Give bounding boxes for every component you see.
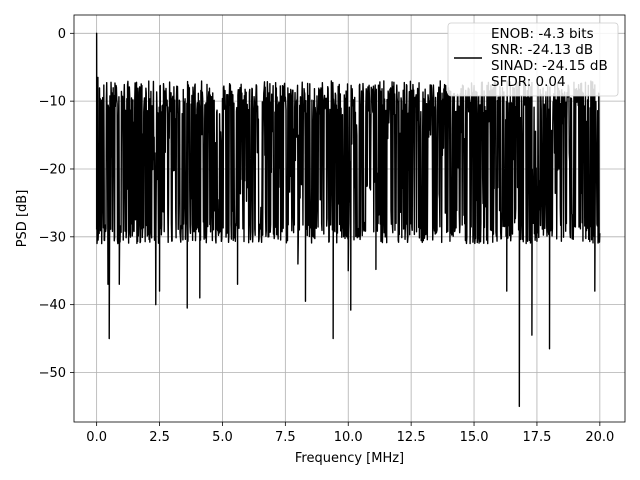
series-layer (95, 32, 601, 408)
x-axis-label: Frequency [MHz] (295, 451, 404, 466)
x-tick-label: 10.0 (334, 430, 363, 445)
x-tick-label: 17.5 (522, 430, 551, 445)
x-tick-label: 0.0 (86, 430, 107, 445)
y-tick-label: −30 (39, 230, 66, 245)
legend-label: SFDR: 0.04 (491, 74, 566, 90)
x-tick-label: 15.0 (460, 430, 489, 445)
y-tick-label: −40 (39, 298, 66, 313)
x-tick-label: 20.0 (585, 430, 614, 445)
x-tick-label: 7.5 (275, 430, 296, 445)
plot-frame (73, 14, 626, 423)
series-line (95, 32, 601, 408)
x-axis-ticks: 0.0 2.5 5.0 7.5 10.0 12.5 15.0 17.5 20.0 (86, 422, 614, 445)
legend-box (447, 22, 619, 97)
y-tick-label: −20 (39, 162, 66, 177)
legend-label: ENOB: -4.3 bits (491, 26, 594, 42)
y-axis-ticks: 0 −10 −20 −30 −40 −50 (39, 27, 74, 381)
x-tick-label: 2.5 (149, 430, 170, 445)
x-tick-label: 12.5 (397, 430, 426, 445)
legend-label: SNR: -24.13 dB (491, 42, 593, 58)
y-tick-label: 0 (58, 27, 66, 42)
y-axis-label: PSD [dB] (15, 190, 30, 248)
legend-label: SINAD: -24.15 dB (491, 58, 608, 74)
y-tick-label: −50 (39, 366, 66, 381)
x-tick-label: 5.0 (212, 430, 233, 445)
y-tick-label: −10 (39, 95, 66, 110)
